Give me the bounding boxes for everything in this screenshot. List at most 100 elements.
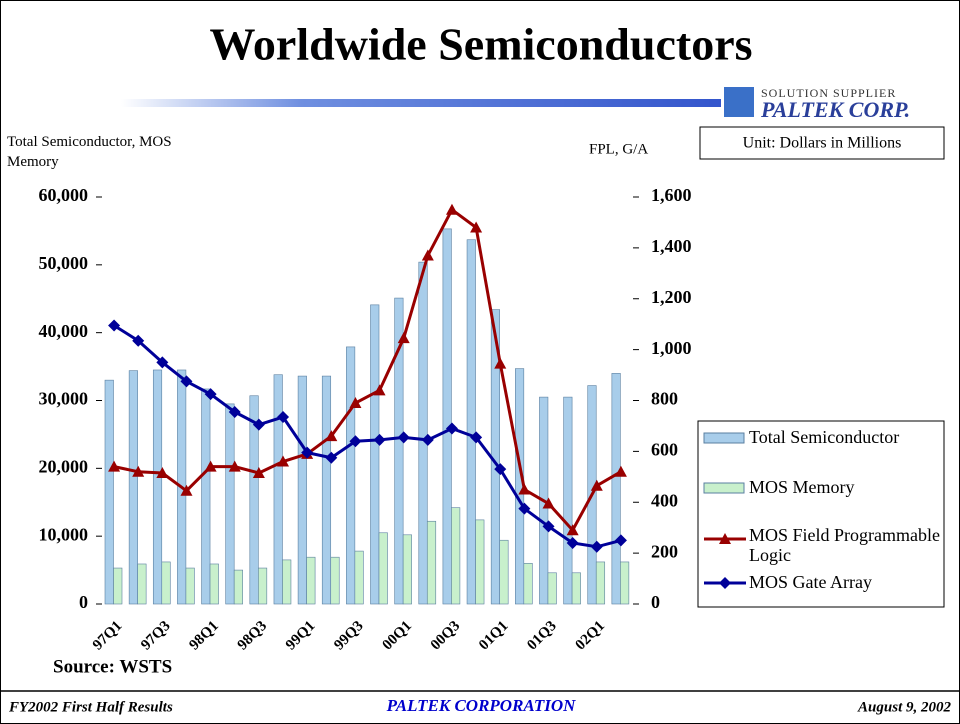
x-tick-label: 01Q3: [524, 618, 559, 653]
x-tick-label: 97Q1: [90, 618, 125, 653]
bar: [225, 403, 235, 605]
y2-tick-label: 1,200: [651, 287, 692, 307]
bar: [233, 569, 243, 605]
bar: [611, 373, 621, 605]
y2-tick-label: 1,600: [651, 185, 692, 205]
y2-tick-label: 1,000: [651, 338, 692, 358]
x-tick-label: 99Q1: [283, 618, 318, 653]
marker: [397, 332, 410, 344]
y2-tick-label: 600: [651, 440, 678, 460]
marker: [252, 418, 265, 431]
logo-name: PALTEK CORP.: [760, 97, 910, 122]
y-tick-label: 20,000: [39, 456, 89, 476]
logo-icon: [724, 87, 754, 117]
bar: [258, 567, 268, 605]
marker: [445, 203, 458, 215]
x-tick-label: 99Q3: [331, 618, 366, 653]
y2-tick-label: 400: [651, 490, 678, 510]
bar: [418, 261, 428, 605]
marker: [349, 397, 362, 409]
y2-tick-label: 200: [651, 541, 678, 561]
marker: [180, 484, 193, 496]
y-tick-label: 0: [79, 592, 88, 612]
legend-label: MOS Gate Array: [749, 572, 872, 592]
bar: [402, 534, 412, 605]
marker: [421, 433, 434, 446]
marker: [156, 356, 169, 369]
marker: [397, 431, 410, 444]
x-tick-label: 97Q3: [138, 618, 173, 653]
marker: [494, 463, 507, 476]
bar: [354, 550, 364, 605]
marker: [542, 520, 555, 533]
bar: [523, 562, 533, 605]
legend-box: [697, 420, 945, 608]
y-tick-label: 30,000: [39, 389, 89, 409]
bar: [249, 395, 259, 605]
marker: [301, 446, 314, 459]
marker: [614, 534, 627, 547]
x-tick-label: 02Q1: [573, 618, 608, 653]
marker: [204, 388, 217, 401]
bar: [346, 346, 356, 605]
source: Source: WSTS: [53, 656, 172, 677]
bar: [499, 539, 509, 605]
marker: [373, 433, 386, 446]
marker: [566, 536, 579, 549]
x-tick-label: 00Q3: [428, 618, 463, 653]
marker: [325, 430, 338, 442]
marker: [542, 497, 555, 509]
marker: [108, 460, 121, 472]
bar: [297, 375, 307, 605]
marker: [228, 405, 241, 418]
marker: [518, 483, 531, 495]
title-rule: [121, 99, 721, 107]
bar: [426, 520, 437, 605]
marker: [421, 249, 434, 261]
bar: [475, 519, 485, 605]
line: [113, 207, 622, 533]
bar: [273, 374, 283, 605]
logo-tagline: SOLUTION SUPPLIER: [761, 86, 896, 100]
y2-tick-label: 0: [651, 592, 660, 612]
bar: [161, 561, 171, 605]
bar: [547, 572, 557, 605]
bar: [201, 388, 211, 605]
footer-left: FY2002 First Half Results: [8, 699, 173, 715]
marker: [373, 384, 386, 396]
footer-center: PALTEK CORPORATION: [386, 696, 576, 715]
marker: [445, 422, 458, 435]
marker: [132, 465, 145, 477]
bar: [378, 532, 388, 605]
legend-label: MOS Field Programmable Logic: [749, 525, 940, 565]
y2-tick-label: 800: [651, 389, 678, 409]
bar: [209, 563, 219, 605]
y-tick-label: 10,000: [39, 524, 89, 544]
y2-tick-label: 1,400: [651, 236, 692, 256]
x-tick-label: 98Q1: [186, 618, 221, 653]
marker: [132, 334, 145, 347]
marker: [566, 524, 579, 536]
bar: [620, 561, 630, 605]
bar: [282, 559, 292, 605]
bar: [128, 370, 138, 605]
x-tick-label: 98Q3: [235, 618, 270, 653]
chart-title: Worldwide Semiconductors: [209, 19, 752, 70]
bar: [595, 561, 606, 605]
unit-note: Unit: Dollars in Millions: [743, 135, 902, 152]
y-axis-label: Total Semiconductor, MOS Memory: [7, 134, 172, 170]
bar: [563, 396, 573, 605]
bar: [394, 297, 404, 605]
marker: [252, 466, 265, 478]
marker: [108, 319, 121, 332]
marker: [590, 479, 603, 491]
marker: [277, 455, 290, 467]
marker: [470, 431, 483, 444]
legend-label: Total Semiconductor: [749, 427, 900, 447]
marker: [470, 221, 483, 233]
bar: [185, 567, 195, 605]
bar: [137, 563, 147, 605]
bar: [571, 572, 581, 605]
marker: [228, 460, 241, 472]
